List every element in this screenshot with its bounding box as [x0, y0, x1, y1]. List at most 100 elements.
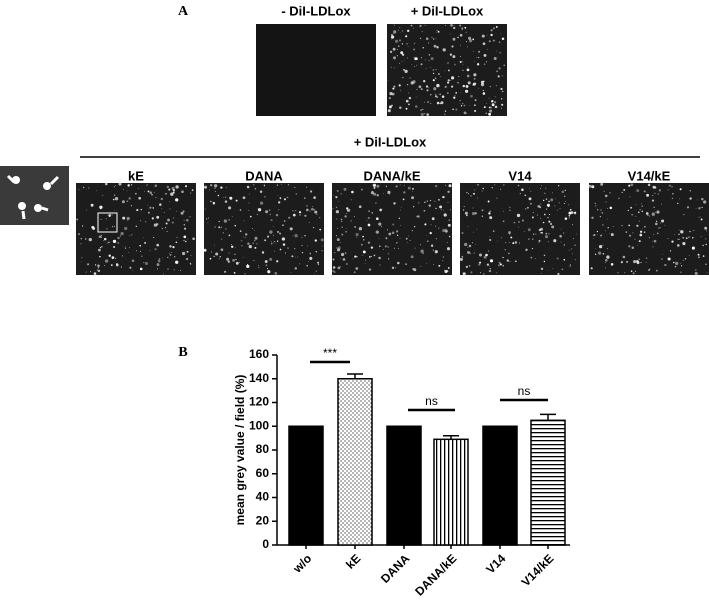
speck [668, 184, 672, 187]
speck [292, 213, 296, 217]
speck [436, 83, 440, 88]
speck [402, 198, 405, 201]
speck [124, 226, 128, 231]
speck [277, 195, 279, 196]
speck [399, 209, 401, 211]
speck [382, 193, 384, 195]
speck [678, 233, 680, 236]
speck [122, 216, 126, 220]
speck [695, 269, 697, 271]
speck [227, 260, 231, 263]
speck [620, 261, 623, 264]
speck [483, 63, 486, 65]
speck [218, 258, 220, 260]
speck [419, 24, 422, 28]
speck [623, 188, 626, 191]
speck [447, 267, 450, 269]
speck [641, 205, 643, 208]
speck [588, 184, 592, 188]
speck [653, 206, 655, 208]
speck [540, 272, 542, 274]
speck [459, 103, 461, 105]
speck [334, 252, 336, 254]
speck [85, 238, 87, 240]
speck [254, 230, 256, 231]
speck [149, 191, 153, 194]
speck [425, 263, 427, 265]
bar [433, 438, 469, 546]
speck [368, 210, 371, 213]
speck [172, 245, 175, 249]
speck [310, 190, 313, 193]
speck [393, 202, 396, 205]
speck [320, 238, 324, 242]
speck [226, 257, 230, 261]
speck [563, 203, 565, 204]
speck [99, 255, 101, 258]
speck [684, 258, 687, 260]
speck [380, 225, 382, 227]
y-tick-label: 0 [262, 537, 269, 551]
speck [528, 197, 532, 201]
speck [677, 202, 679, 204]
speck [466, 214, 468, 217]
speck [479, 272, 481, 274]
speck [472, 207, 474, 209]
speck [591, 185, 595, 189]
speck [187, 238, 189, 240]
speck [312, 226, 315, 229]
speck [439, 102, 442, 105]
speck [215, 252, 219, 256]
speck [488, 269, 492, 273]
speck [399, 106, 402, 110]
speck [112, 239, 117, 244]
speck [660, 222, 662, 224]
speck [114, 209, 116, 211]
speck [180, 211, 184, 215]
speck [314, 210, 318, 214]
speck [465, 31, 467, 33]
speck [440, 101, 444, 105]
speck [99, 205, 103, 209]
speck [352, 258, 354, 260]
bar [288, 425, 324, 546]
speck [217, 194, 220, 197]
speck [498, 264, 500, 266]
speck [235, 258, 237, 261]
speck [419, 37, 422, 40]
speck [551, 192, 554, 194]
speck [312, 208, 316, 211]
speck [224, 200, 228, 203]
speck [425, 67, 427, 69]
speck [468, 244, 472, 248]
speck [265, 264, 268, 267]
speck [367, 241, 371, 244]
speck [528, 238, 530, 240]
speck [235, 199, 238, 202]
speck [257, 208, 259, 210]
speck [443, 213, 447, 217]
speck [489, 106, 492, 109]
x-tick-label: DANA/kE [412, 551, 459, 598]
speck [501, 75, 503, 77]
micrograph [460, 183, 580, 275]
speck [290, 272, 292, 274]
speck [274, 250, 275, 252]
speck [561, 268, 564, 271]
speck [621, 191, 623, 194]
speck [399, 184, 401, 186]
speck [560, 228, 562, 230]
speck [440, 209, 442, 211]
speck [560, 241, 562, 243]
speck [464, 242, 468, 247]
zoom-box [97, 212, 118, 233]
speck [276, 240, 279, 242]
y-tick-label: 160 [249, 347, 269, 361]
speck [373, 254, 376, 257]
speck [400, 89, 402, 91]
speck [430, 200, 432, 202]
speck [645, 262, 647, 263]
speck [598, 244, 603, 249]
speck [127, 184, 130, 187]
speck [483, 106, 486, 109]
